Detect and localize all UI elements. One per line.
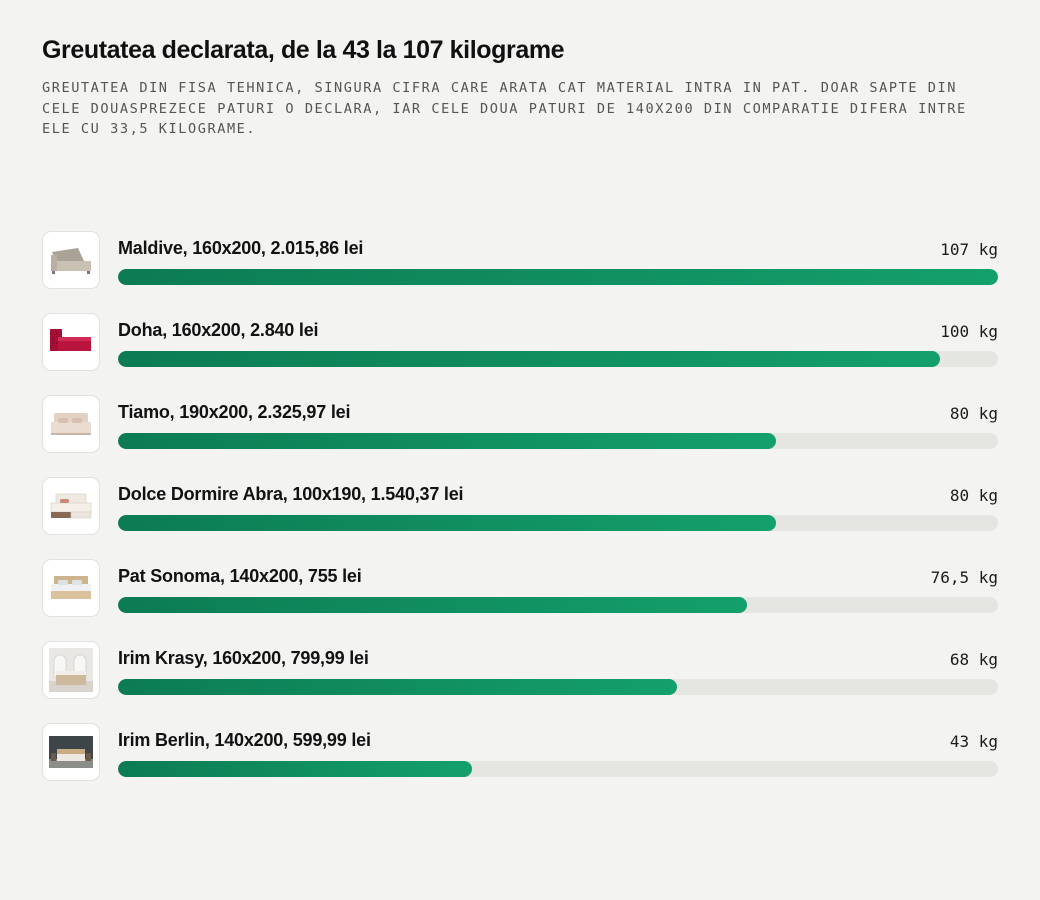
bar-value-label: 43 kg [949,732,998,751]
bar [118,433,776,449]
bar-track [118,351,998,367]
bar-track [118,761,998,777]
bar-label: Tiamo, 190x200, 2.325,97 lei [118,402,351,422]
bar [118,515,776,531]
bar [118,679,678,695]
room-bed-icon [49,648,93,692]
bar-label: Irim Berlin, 140x200, 599,99 lei [118,730,371,750]
bar-value-label: 68 kg [949,650,998,669]
bed-thumbnail [42,723,100,781]
storage-bed-icon [51,248,91,274]
bar-row: Tiamo, 190x200, 2.325,97 lei 80 kg [42,395,998,477]
bar-value-label: 107 kg [940,240,998,259]
bar-label: Pat Sonoma, 140x200, 755 lei [118,566,362,586]
bar-track [118,433,998,449]
bar-chart: Maldive, 160x200, 2.015,86 lei 107 kg Do… [42,231,998,805]
bar [118,597,748,613]
bar-value-label: 80 kg [949,486,998,505]
tufted-bed-icon [50,329,91,351]
bar-label: Doha, 160x200, 2.840 lei [118,320,319,340]
bar-row: Irim Krasy, 160x200, 799,99 lei 68 kg [42,641,998,723]
drawer-bed-icon [50,493,92,519]
bar-label: Dolce Dormire Abra, 100x190, 1.540,37 le… [118,484,464,504]
bed-thumbnail [42,313,100,371]
chart-title: Greutatea declarata, de la 43 la 107 kil… [42,36,565,64]
bed-thumbnail [42,559,100,617]
dark-room-bed-icon [49,736,93,768]
bar-value-label: 76,5 kg [930,568,998,587]
bar-row: Dolce Dormire Abra, 100x190, 1.540,37 le… [42,477,998,559]
bed-thumbnail [42,477,100,535]
bar [118,761,472,777]
bar-value-label: 100 kg [940,322,998,341]
bar-label: Maldive, 160x200, 2.015,86 lei [118,238,364,258]
wooden-bed-icon [51,576,91,599]
bar-row: Maldive, 160x200, 2.015,86 lei 107 kg [42,231,998,313]
bed-thumbnail [42,395,100,453]
bar-label: Irim Krasy, 160x200, 799,99 lei [118,648,369,668]
bar-row: Doha, 160x200, 2.840 lei 100 kg [42,313,998,395]
upholstered-bed-icon [51,413,91,435]
bar-row: Irim Berlin, 140x200, 599,99 lei 43 kg [42,723,998,805]
bar-track [118,597,998,613]
bar-value-label: 80 kg [949,404,998,423]
bar [118,269,998,285]
bar-row: Pat Sonoma, 140x200, 755 lei 76,5 kg [42,559,998,641]
bar-track [118,679,998,695]
chart-subtitle: Greutatea din fisa tehnica, singura cifr… [42,80,967,137]
bar-track [118,269,998,285]
bed-thumbnail [42,641,100,699]
bar-track [118,515,998,531]
bar [118,351,941,367]
bed-thumbnail [42,231,100,289]
